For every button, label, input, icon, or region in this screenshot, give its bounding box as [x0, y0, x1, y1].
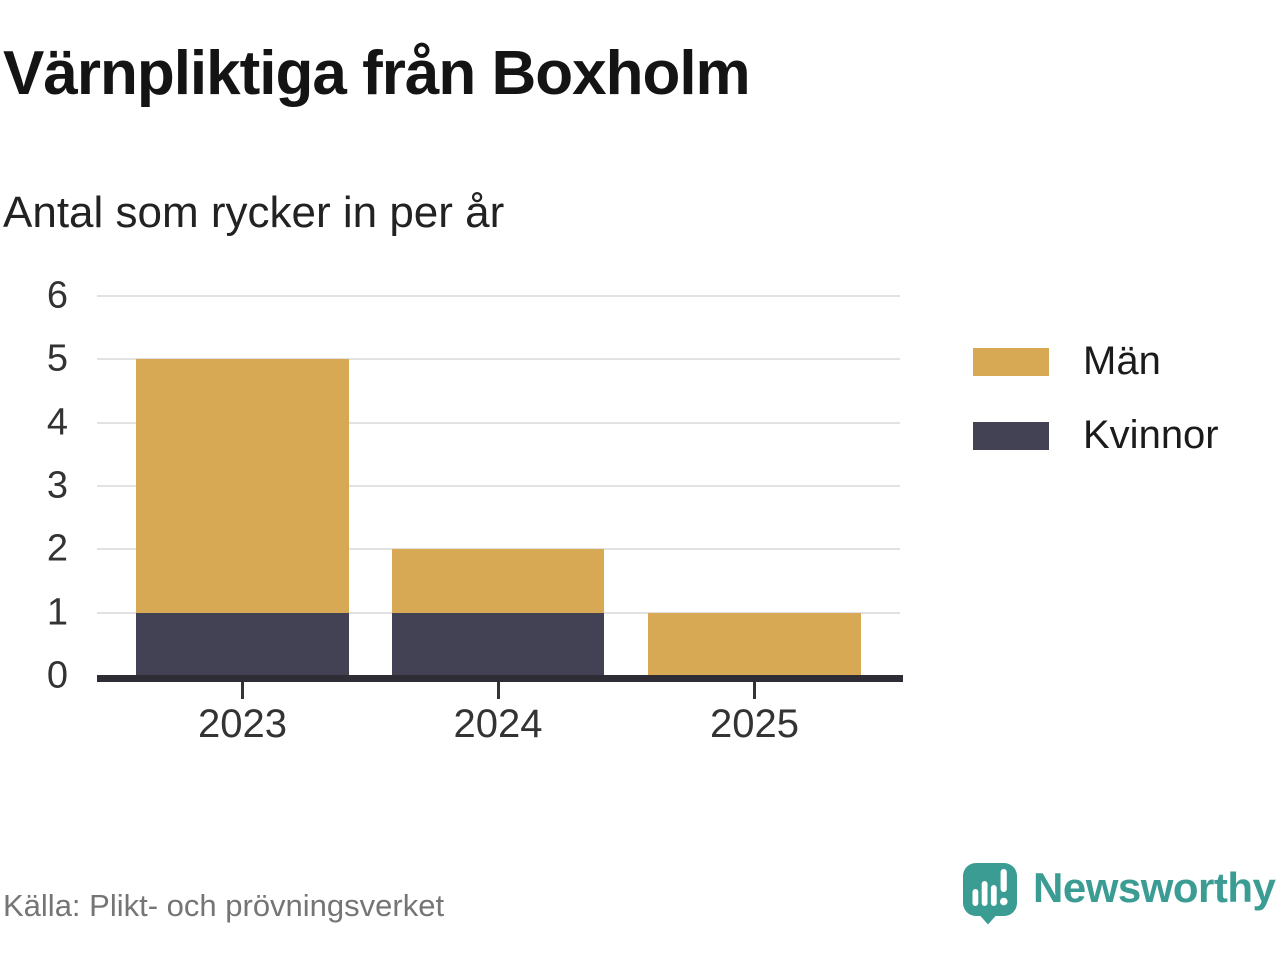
y-axis-labels: 0 1 2 3 4 5 6 — [0, 275, 68, 697]
chart-subtitle: Antal som rycker in per år — [3, 188, 505, 237]
x-axis-label-2024: 2024 — [453, 702, 543, 746]
page-title: Värnpliktiga från Boxholm — [3, 39, 751, 108]
y-axis-label-0: 0 — [46, 654, 68, 697]
y-axis-label-4: 4 — [46, 401, 68, 444]
bar-segment-mn-2025 — [648, 612, 861, 676]
plot-area — [97, 295, 900, 676]
gridline-y4 — [97, 421, 900, 424]
y-axis-label-2: 2 — [46, 527, 68, 570]
chart-legend: Män Kvinnor — [973, 339, 1219, 487]
x-axis-tick-2024 — [496, 682, 500, 699]
x-axis-tick-2023 — [241, 682, 244, 699]
bar-segment-kvinnor-2024 — [392, 612, 604, 676]
gridline-y6 — [97, 295, 900, 297]
gridline-y3 — [97, 485, 900, 487]
y-axis-label-1: 1 — [46, 591, 68, 634]
x-axis-label-2023: 2023 — [198, 702, 287, 746]
y-axis-label-6: 6 — [46, 274, 68, 317]
legend-label-kvinnor: Kvinnor — [1083, 413, 1219, 457]
legend-item-kvinnor: Kvinnor — [973, 413, 1219, 458]
brand-name: Newsworthy — [1033, 864, 1276, 911]
source-text: Källa: Plikt- och prövningsverket — [3, 888, 445, 923]
x-axis-tick-2025 — [753, 682, 756, 699]
gridline-y5 — [97, 358, 900, 361]
y-axis-label-3: 3 — [46, 464, 68, 507]
newsworthy-speech-bubble-chart-icon — [963, 863, 1017, 925]
legend-label-mn: Män — [1083, 339, 1161, 383]
legend-item-mn: Män — [973, 339, 1219, 384]
bar-segment-mn-2024 — [392, 549, 604, 613]
brand-logo: Newsworthy — [961, 861, 1276, 925]
bar-segment-mn-2023 — [136, 359, 349, 613]
legend-swatch-mn — [973, 347, 1049, 376]
x-axis-line — [97, 675, 903, 682]
y-axis-label-5: 5 — [46, 337, 68, 380]
x-axis-label-2025: 2025 — [710, 702, 799, 746]
bar-segment-kvinnor-2023 — [136, 612, 349, 676]
legend-swatch-kvinnor — [973, 421, 1049, 450]
